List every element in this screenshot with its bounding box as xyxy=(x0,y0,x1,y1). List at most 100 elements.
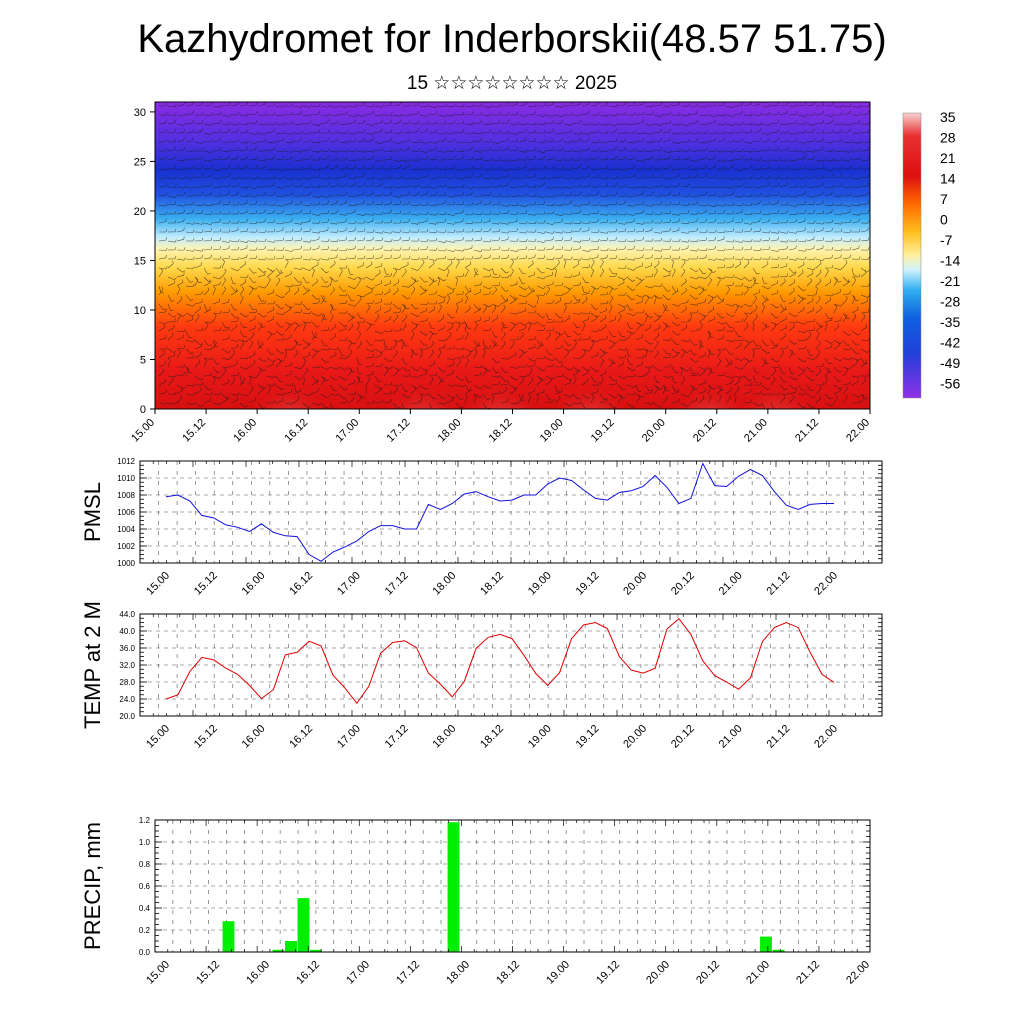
warm-blob xyxy=(666,334,754,409)
precip-bar xyxy=(297,898,310,952)
y-tick-label: 24.0 xyxy=(119,695,135,704)
x-tick-label: 15.12 xyxy=(194,959,222,987)
precip-panel: 0.0 0.2 0.4 0.6 0.8 1.0 1.2 15.00 15.12 16.00 16.1… xyxy=(80,816,872,987)
y-tick-label: 1006 xyxy=(117,508,135,517)
colorbar-label: 21 xyxy=(940,150,956,166)
x-tick-label: 17.00 xyxy=(344,959,372,987)
y-tick-label: 36.0 xyxy=(119,644,135,653)
y-tick-label: 25 xyxy=(134,156,146,168)
x-tick-label: 15.12 xyxy=(192,723,220,751)
precip-bar xyxy=(447,822,460,952)
colorbar-label: 14 xyxy=(940,171,956,187)
y-tick-label: 32.0 xyxy=(119,661,135,670)
y-tick-label: 20.0 xyxy=(119,712,135,721)
x-tick-label: 15.00 xyxy=(144,723,172,751)
x-tick-label: 19.00 xyxy=(544,959,572,987)
y-tick-label: 30 xyxy=(134,107,146,119)
precip-bar xyxy=(272,949,285,952)
x-tick-label: 21.00 xyxy=(717,723,745,751)
y-axis-label: PRECIP, mm xyxy=(80,822,105,950)
grid xyxy=(155,820,870,952)
colorbar-label: -14 xyxy=(940,253,960,269)
y-axis-label: TEMP at 2 M xyxy=(80,601,105,729)
x-tick-label: 18.12 xyxy=(478,723,506,751)
y-tick-label: 44.0 xyxy=(119,610,135,619)
x-tick-label: 16.00 xyxy=(244,959,272,987)
x-tick-label: 18.00 xyxy=(430,723,458,751)
x-tick-label: 21.12 xyxy=(764,723,792,751)
y-tick-label: 0 xyxy=(140,404,146,416)
y-tick-label: 1.2 xyxy=(139,816,151,825)
y-tick-label: 1012 xyxy=(117,457,135,466)
x-tick-label: 17.00 xyxy=(333,417,361,445)
y-tick-label: 1000 xyxy=(117,559,135,568)
x-tick-label: 21.12 xyxy=(793,417,821,445)
colorbar-label: -28 xyxy=(940,294,960,310)
temp-panel: 20.0 24.0 28.0 32.0 36.0 40.0 44.0 15.00 15.12 16… xyxy=(80,601,883,751)
colorbar: 35 28 21 14 7 0 -7 -14 -21 -28 -35 -42 -49 -56 xyxy=(902,109,960,399)
colorbar-label: 0 xyxy=(940,212,948,228)
grid xyxy=(140,461,882,563)
colorbar-label: -21 xyxy=(940,273,960,289)
y-tick-label: 20 xyxy=(134,206,146,218)
y-tick-label: 0.6 xyxy=(139,882,151,891)
x-tick-label: 18.00 xyxy=(436,417,464,445)
precip-bar xyxy=(222,921,235,952)
colorbar-label: -7 xyxy=(940,232,953,248)
x-tick-label: 19.00 xyxy=(526,723,554,751)
x-tick-label: 16.12 xyxy=(294,959,322,987)
x-tick-label: 18.00 xyxy=(430,570,458,598)
colorbar-ramp xyxy=(902,112,922,399)
x-tick-label: 20.00 xyxy=(644,959,672,987)
x-tick-label: 21.12 xyxy=(764,570,792,598)
x-tick-label: 16.12 xyxy=(287,723,315,751)
colorbar-label: -56 xyxy=(940,376,960,392)
y-tick-label: 0.4 xyxy=(139,904,151,913)
x-tick-label: 20.12 xyxy=(669,723,697,751)
x-tick-label: 15.00 xyxy=(144,959,172,987)
warm-blob xyxy=(456,334,544,409)
x-tick-label: 17.12 xyxy=(385,417,413,445)
x-tick-label: 20.12 xyxy=(691,417,719,445)
y-tick-label: 1010 xyxy=(117,474,135,483)
x-tick-label: 18.00 xyxy=(444,959,472,987)
x-tick-label: 16.12 xyxy=(287,570,315,598)
y-tick-label: 40.0 xyxy=(119,627,135,636)
x-tick-label: 15.12 xyxy=(180,417,208,445)
y-tick-label: 15 xyxy=(134,255,146,267)
x-tick-label: 18.12 xyxy=(494,959,522,987)
precip-bar xyxy=(285,941,297,952)
y-tick-label: 1004 xyxy=(117,525,135,534)
x-tick-label: 19.12 xyxy=(594,959,622,987)
x-tick-label: 15.00 xyxy=(144,570,172,598)
x-tick-label: 21.00 xyxy=(744,959,772,987)
x-tick-label: 17.12 xyxy=(383,723,411,751)
x-tick-label: 17.12 xyxy=(394,959,422,987)
x-tick-label: 16.00 xyxy=(240,570,268,598)
x-tick-label: 21.12 xyxy=(794,959,822,987)
y-tick-label: 1.0 xyxy=(139,838,151,847)
x-tick-label: 16.00 xyxy=(240,723,268,751)
x-tick-label: 18.12 xyxy=(478,570,506,598)
y-tick-label: 10 xyxy=(134,305,146,317)
precip-bar xyxy=(760,936,772,952)
x-tick-label: 16.00 xyxy=(231,417,259,445)
x-tick-label: 17.00 xyxy=(335,570,363,598)
y-tick-label: 28.0 xyxy=(119,678,135,687)
x-tick-label: 21.00 xyxy=(742,417,770,445)
x-tick-label: 17.12 xyxy=(383,570,411,598)
colorbar-label: 7 xyxy=(940,191,948,207)
cross-section-panel: 0 5 10 15 20 25 30 15.00 15.12 16.00 16.12 17.00 17… xyxy=(129,101,872,445)
x-tick-label: 22.00 xyxy=(812,723,840,751)
x-tick-label: 19.12 xyxy=(574,570,602,598)
x-tick-label: 17.00 xyxy=(335,723,363,751)
y-tick-label: 0.8 xyxy=(139,860,151,869)
x-tick-label: 22.00 xyxy=(844,417,872,445)
x-tick-label: 15.12 xyxy=(192,570,220,598)
colorbar-label: 28 xyxy=(940,130,956,146)
precip-bar xyxy=(310,949,322,952)
x-tick-label: 21.00 xyxy=(717,570,745,598)
y-tick-label: 1008 xyxy=(117,491,135,500)
warm-blob xyxy=(378,334,466,409)
colorbar-label: -35 xyxy=(940,314,960,330)
